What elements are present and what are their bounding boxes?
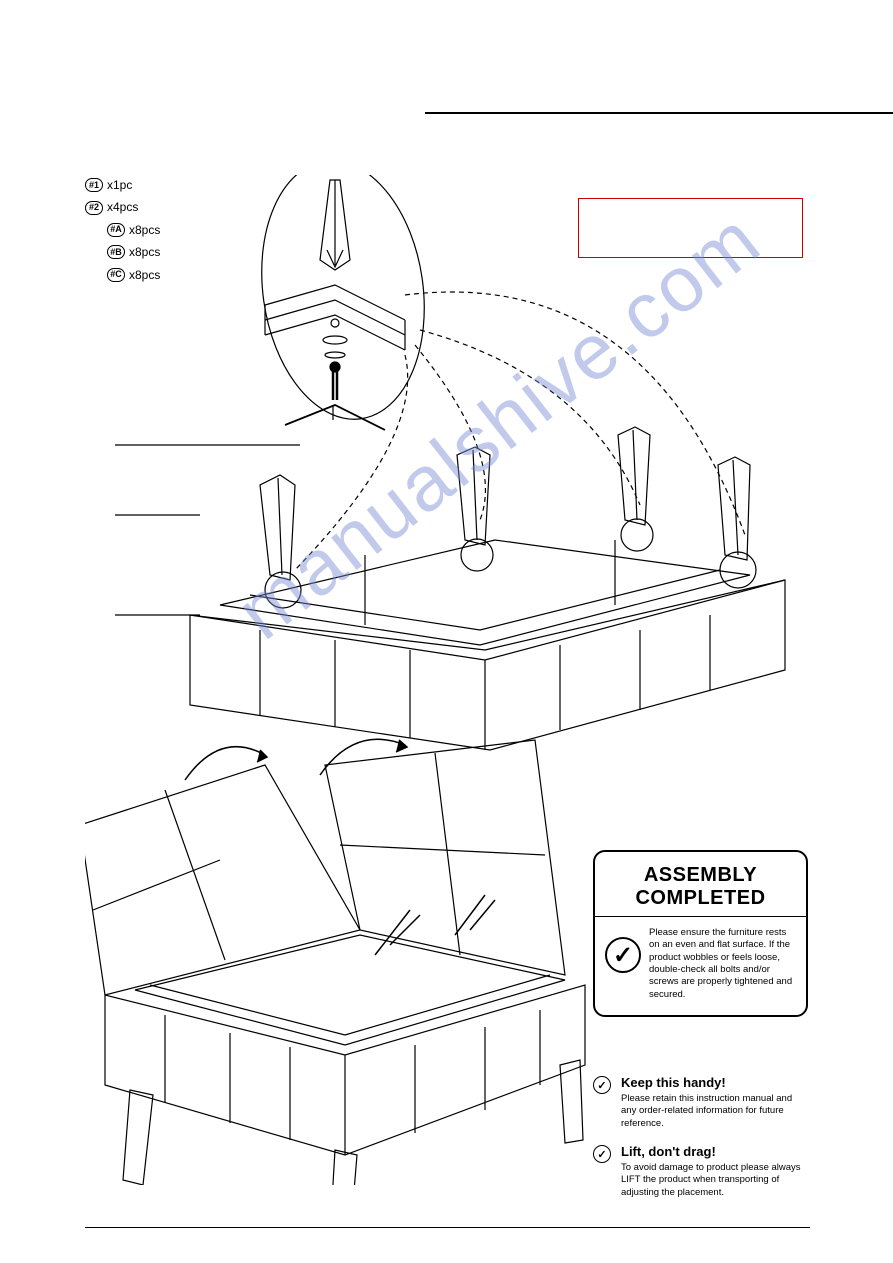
tip-item: ✓ Lift, don't drag! To avoid damage to p… [593,1144,808,1199]
check-icon: ✓ [605,937,641,973]
check-icon: ✓ [593,1145,611,1163]
tip-description: Please retain this instruction manual an… [621,1093,808,1130]
check-icon: ✓ [593,1076,611,1094]
top-rule [425,112,893,114]
assembly-title: ASSEMBLY COMPLETED [605,864,796,910]
assembly-description: Please ensure the furniture rests on an … [649,927,796,1001]
assembly-completed-box: ASSEMBLY COMPLETED ✓ Please ensure the f… [593,850,808,1017]
bottom-rule [85,1227,810,1228]
divider [595,916,806,917]
tip-title: Lift, don't drag! [621,1144,808,1159]
tip-item: ✓ Keep this handy! Please retain this in… [593,1075,808,1130]
tip-description: To avoid damage to product please always… [621,1162,808,1199]
tip-title: Keep this handy! [621,1075,808,1090]
tips-section: ✓ Keep this handy! Please retain this in… [593,1075,808,1213]
assembly-diagram [85,175,805,1185]
